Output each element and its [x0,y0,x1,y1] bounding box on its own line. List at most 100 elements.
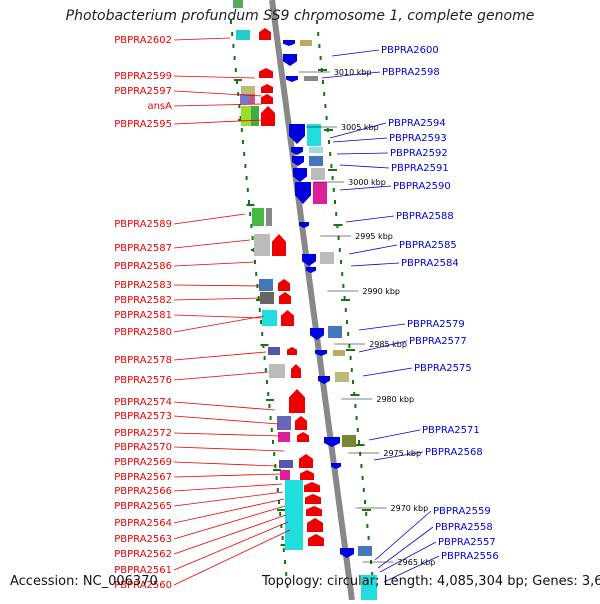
forward-gene-arrow[interactable] [304,482,320,492]
reverse-gene-arrow[interactable] [289,124,305,144]
forward-gene-box[interactable] [277,416,291,430]
forward-gene-box[interactable] [262,310,277,326]
reverse-gene-box[interactable] [309,147,323,153]
left-gene-label[interactable]: PBPRA2560 [114,580,172,591]
forward-gene-arrow[interactable] [259,68,273,78]
forward-gene-arrow[interactable] [306,506,322,516]
left-gene-label[interactable]: PBPRA2573 [114,411,172,422]
forward-gene-box[interactable] [251,106,259,126]
left-gene-label[interactable]: PBPRA2566 [114,486,172,497]
right-gene-label[interactable]: PBPRA2558 [435,522,493,533]
reverse-gene-box[interactable] [328,326,342,338]
forward-gene-arrow[interactable] [261,94,273,104]
left-gene-label[interactable]: PBPRA2597 [114,86,172,97]
reverse-gene-box[interactable] [358,546,372,556]
forward-gene-arrow[interactable] [272,234,286,256]
forward-gene-arrow[interactable] [305,494,321,504]
right-gene-label[interactable]: PBPRA2559 [433,506,491,517]
reverse-gene-box[interactable] [307,124,321,146]
forward-gene-arrow[interactable] [279,292,291,304]
forward-gene-box[interactable] [250,94,255,104]
forward-gene-box[interactable] [266,208,272,226]
left-gene-label[interactable]: PBPRA2562 [114,549,172,560]
forward-gene-box[interactable] [259,279,273,291]
reverse-gene-arrow[interactable] [310,328,324,340]
forward-gene-arrow[interactable] [299,454,313,468]
right-gene-label[interactable]: PBPRA2584 [401,258,459,269]
reverse-gene-box[interactable] [335,372,349,382]
left-gene-label[interactable]: PBPRA2564 [114,518,172,529]
left-gene-label[interactable]: PBPRA2599 [114,71,172,82]
left-gene-label[interactable]: PBPRA2574 [114,397,172,408]
reverse-gene-box[interactable] [333,350,345,356]
right-gene-label[interactable]: PBPRA2585 [399,240,457,251]
reverse-gene-arrow[interactable] [291,147,303,155]
forward-gene-arrow[interactable] [261,84,273,93]
reverse-gene-arrow[interactable] [331,463,341,469]
left-gene-label[interactable]: PBPRA2565 [114,501,172,512]
reverse-gene-arrow[interactable] [286,76,298,82]
left-gene-label[interactable]: PBPRA2578 [114,355,172,366]
reverse-gene-box[interactable] [300,40,312,46]
right-gene-label[interactable]: PBPRA2591 [391,163,449,174]
reverse-gene-box[interactable] [311,168,325,180]
reverse-gene-arrow[interactable] [302,254,316,266]
forward-gene-box[interactable] [260,292,274,304]
right-gene-label[interactable]: PBPRA2588 [396,211,454,222]
forward-gene-box[interactable] [268,347,280,355]
left-gene-label[interactable]: PBPRA2586 [114,261,172,272]
forward-gene-box[interactable] [269,364,285,378]
forward-gene-arrow[interactable] [307,518,323,532]
reverse-gene-arrow[interactable] [315,350,327,356]
reverse-gene-box[interactable] [304,76,318,81]
right-gene-label[interactable]: PBPRA2571 [422,425,480,436]
forward-gene-arrow[interactable] [261,106,275,126]
forward-gene-arrow[interactable] [297,432,309,442]
right-gene-label[interactable]: PBPRA2593 [389,133,447,144]
reverse-gene-arrow[interactable] [318,376,330,384]
forward-gene-arrow[interactable] [287,347,297,355]
right-gene-label[interactable]: PBPRA2577 [409,336,467,347]
reverse-gene-arrow[interactable] [283,40,295,46]
reverse-gene-box[interactable] [313,182,327,204]
left-gene-label[interactable]: PBPRA2583 [114,280,172,291]
reverse-gene-box[interactable] [309,156,323,166]
reverse-gene-box[interactable] [320,252,334,264]
right-gene-label[interactable]: PBPRA2598 [382,67,440,78]
forward-gene-box[interactable] [236,30,250,40]
reverse-gene-arrow[interactable] [283,54,297,66]
reverse-gene-arrow[interactable] [306,267,316,273]
reverse-gene-arrow[interactable] [324,437,340,447]
forward-gene-box[interactable] [280,470,290,480]
forward-gene-arrow[interactable] [289,389,305,413]
left-gene-label[interactable]: PBPRA2589 [114,219,172,230]
left-gene-label[interactable]: ansA [147,101,172,112]
left-gene-label[interactable]: PBPRA2570 [114,442,172,453]
forward-gene-box[interactable] [278,432,290,442]
left-gene-label[interactable]: PBPRA2595 [114,119,172,130]
right-gene-label[interactable]: PBPRA2579 [407,319,465,330]
right-gene-label[interactable]: PBPRA2556 [441,551,499,562]
forward-gene-arrow[interactable] [281,310,294,326]
reverse-gene-box[interactable] [361,575,377,600]
right-gene-label[interactable]: PBPRA2575 [414,363,472,374]
right-gene-label[interactable]: PBPRA2594 [388,118,446,129]
reverse-gene-box[interactable] [342,435,356,447]
left-gene-label[interactable]: PBPRA2569 [114,457,172,468]
left-gene-label[interactable]: PBPRA2587 [114,243,172,254]
forward-gene-arrow[interactable] [278,279,290,291]
forward-gene-box[interactable] [279,460,293,468]
left-gene-label[interactable]: PBPRA2563 [114,534,172,545]
forward-gene-arrow[interactable] [295,416,307,430]
forward-gene-arrow[interactable] [308,534,324,546]
left-gene-label[interactable]: PBPRA2576 [114,375,172,386]
forward-gene-arrow[interactable] [291,364,301,378]
reverse-gene-arrow[interactable] [299,222,309,228]
forward-gene-arrow[interactable] [259,28,271,40]
right-gene-label[interactable]: PBPRA2568 [425,447,483,458]
reverse-gene-arrow[interactable] [340,548,354,558]
left-gene-label[interactable]: PBPRA2581 [114,310,172,321]
right-gene-label[interactable]: PBPRA2600 [381,45,439,56]
forward-gene-box[interactable] [241,106,251,126]
